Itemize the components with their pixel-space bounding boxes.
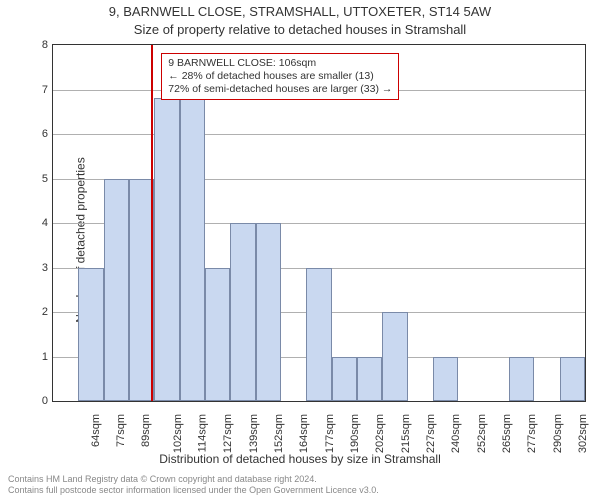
- histogram-bar: [104, 179, 129, 402]
- ytick-label: 5: [28, 173, 48, 185]
- annotation-line: 9 BARNWELL CLOSE: 106sqm: [168, 57, 392, 70]
- xtick-label: 114sqm: [196, 414, 208, 452]
- annotation-line: ← 28% of detached houses are smaller (13…: [168, 70, 392, 83]
- histogram-bar: [357, 357, 382, 402]
- xtick-label: 164sqm: [298, 414, 310, 453]
- marker-line: [151, 45, 153, 401]
- histogram-bar: [382, 312, 407, 401]
- histogram-bar: [509, 357, 534, 402]
- ytick-label: 2: [28, 306, 48, 318]
- x-axis-label: Distribution of detached houses by size …: [0, 452, 600, 466]
- histogram-bar: [180, 98, 205, 401]
- ytick-label: 7: [28, 84, 48, 96]
- annotation-box: 9 BARNWELL CLOSE: 106sqm← 28% of detache…: [161, 53, 399, 100]
- xtick-label: 265sqm: [501, 414, 513, 453]
- xtick-label: 102sqm: [172, 414, 184, 453]
- gridline-y: [53, 134, 585, 135]
- histogram-bar: [154, 98, 179, 401]
- plot-area: 9 BARNWELL CLOSE: 106sqm← 28% of detache…: [52, 44, 586, 402]
- xtick-label: 190sqm: [349, 414, 361, 453]
- xtick-label: 77sqm: [115, 414, 127, 447]
- histogram-bar: [256, 223, 281, 401]
- histogram-bar: [78, 268, 103, 402]
- ytick-label: 3: [28, 262, 48, 274]
- annotation-line: 72% of semi-detached houses are larger (…: [168, 83, 392, 96]
- xtick-label: 277sqm: [526, 414, 538, 453]
- histogram-bar: [230, 223, 255, 401]
- histogram-bar: [332, 357, 357, 402]
- histogram-bar: [205, 268, 230, 402]
- xtick-label: 202sqm: [374, 414, 386, 453]
- footer-line-2: Contains full postcode sector informatio…: [8, 485, 379, 495]
- chart-title-sub: Size of property relative to detached ho…: [0, 22, 600, 37]
- chart-container: 9, BARNWELL CLOSE, STRAMSHALL, UTTOXETER…: [0, 0, 600, 500]
- xtick-label: 127sqm: [222, 414, 234, 453]
- footer-line-1: Contains HM Land Registry data © Crown c…: [8, 474, 317, 484]
- xtick-label: 252sqm: [476, 414, 488, 453]
- xtick-label: 227sqm: [425, 414, 437, 453]
- xtick-label: 290sqm: [552, 414, 564, 453]
- histogram-bar: [433, 357, 458, 402]
- xtick-label: 240sqm: [450, 414, 462, 453]
- xtick-label: 177sqm: [324, 414, 336, 453]
- xtick-label: 64sqm: [90, 414, 102, 447]
- xtick-label: 215sqm: [400, 414, 412, 453]
- ytick-label: 6: [28, 128, 48, 140]
- histogram-bar: [560, 357, 585, 402]
- footer-attribution: Contains HM Land Registry data © Crown c…: [8, 474, 379, 496]
- chart-title-main: 9, BARNWELL CLOSE, STRAMSHALL, UTTOXETER…: [0, 4, 600, 19]
- xtick-label: 302sqm: [577, 414, 589, 453]
- ytick-label: 8: [28, 39, 48, 51]
- ytick-label: 0: [28, 395, 48, 407]
- xtick-label: 139sqm: [248, 414, 260, 453]
- xtick-label: 152sqm: [273, 414, 285, 453]
- ytick-label: 1: [28, 351, 48, 363]
- xtick-label: 89sqm: [140, 414, 152, 447]
- ytick-label: 4: [28, 217, 48, 229]
- histogram-bar: [306, 268, 331, 402]
